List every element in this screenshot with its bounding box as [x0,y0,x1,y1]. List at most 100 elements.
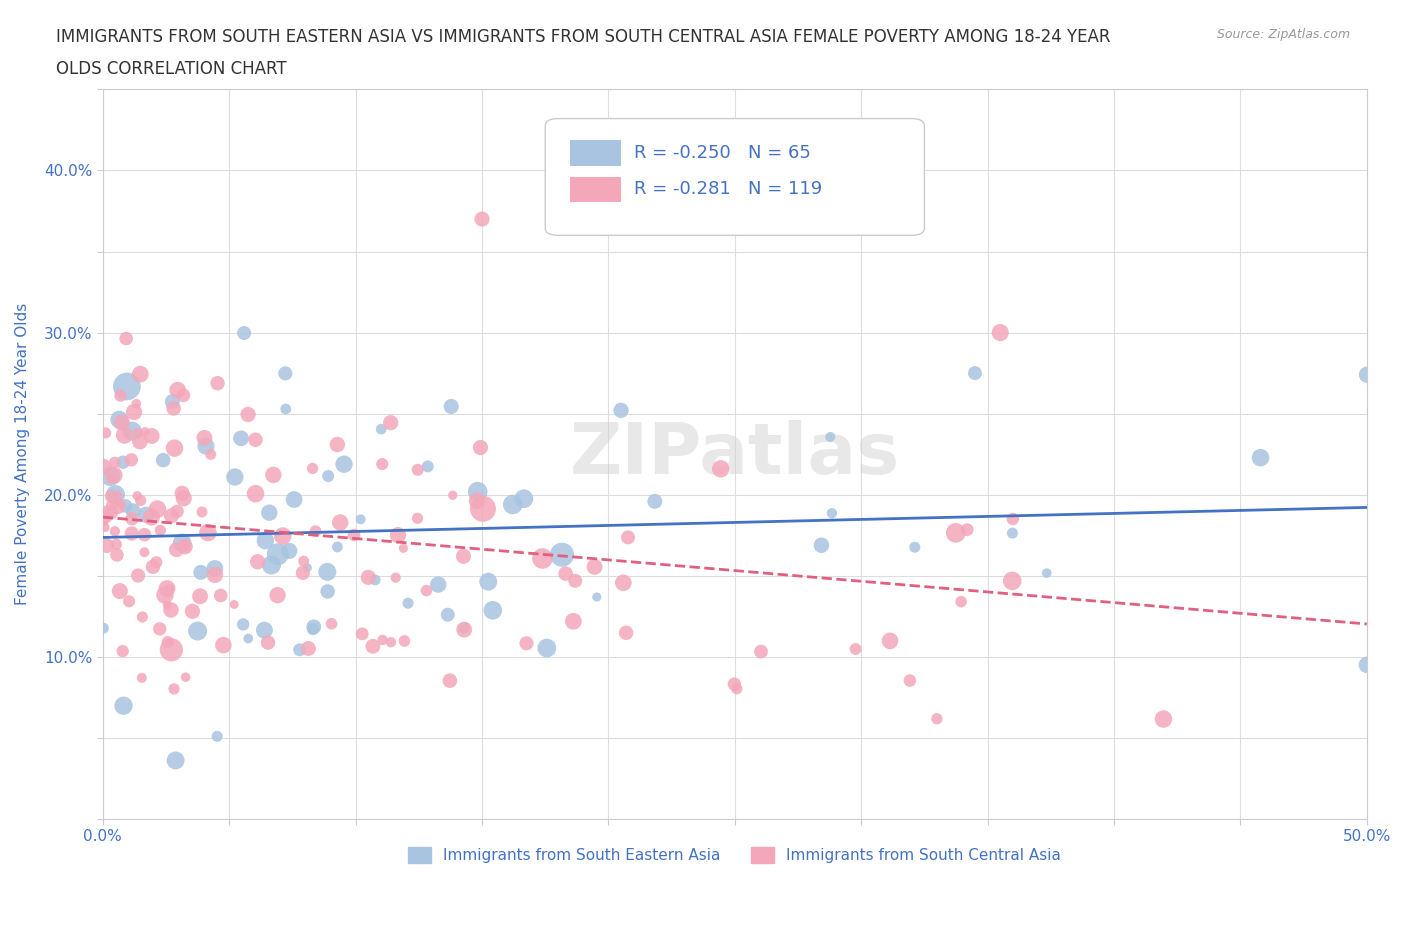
Point [470,440,492,455]
Point [233,326,256,340]
Point [105,537,128,551]
Point [172,388,194,403]
Point [163,441,186,456]
Point [297,641,319,656]
Point [145,555,167,570]
Point [380,416,402,431]
Point [879,633,901,648]
Point [146,501,169,516]
Point [100,472,122,486]
Point [531,551,554,566]
Point [108,584,131,599]
Point [115,379,138,394]
Point [950,594,973,609]
Point [134,527,156,542]
Point [259,505,281,520]
Point [291,565,314,580]
Point [1001,512,1024,526]
Point [121,424,143,439]
Y-axis label: Female Poverty Among 18-24 Year Olds: Female Poverty Among 18-24 Year Olds [15,303,30,605]
Point [166,504,188,519]
Point [845,642,868,657]
Point [166,542,188,557]
Point [207,376,229,391]
Text: R = -0.250   N = 65: R = -0.250 N = 65 [634,144,811,162]
Point [121,526,143,541]
Point [274,402,297,417]
Point [204,561,226,576]
Point [513,491,536,506]
Point [394,633,416,648]
Point [262,468,284,483]
Point [278,543,301,558]
Point [904,539,927,554]
Point [1250,450,1272,465]
Point [266,588,288,603]
Point [392,541,415,556]
Point [343,527,366,542]
Point [467,485,489,499]
Point [122,405,145,419]
Point [364,573,387,588]
Point [193,431,215,445]
Point [110,388,132,403]
Point [236,407,259,422]
Point [111,415,134,430]
Point [471,501,494,516]
Point [821,506,844,521]
Point [1355,658,1378,672]
Point [104,487,127,502]
Point [127,426,149,441]
Point [162,394,184,409]
Point [173,538,195,553]
Point [166,382,188,397]
Point [149,621,172,636]
Point [127,488,149,503]
Point [439,673,461,688]
Point [156,597,179,612]
Point [898,673,921,688]
Point [238,631,260,646]
Point [121,512,143,526]
Point [100,469,122,484]
Point [110,497,132,512]
Point [100,489,122,504]
Point [515,636,537,651]
Point [129,366,152,381]
Point [212,638,235,653]
Point [174,670,197,684]
Point [536,641,558,656]
Point [257,635,280,650]
Point [302,619,325,634]
Point [134,545,156,560]
Point [187,624,209,639]
Point [115,331,138,346]
Point [610,403,633,418]
Point [301,461,323,476]
Point [453,622,475,637]
Point [502,498,524,512]
Point [160,643,183,658]
Point [481,603,503,618]
Point [194,439,217,454]
Point [114,498,136,513]
Text: Source: ZipAtlas.com: Source: ZipAtlas.com [1216,28,1350,41]
Point [436,607,458,622]
Point [172,536,194,551]
Point [387,527,409,542]
Point [396,596,419,611]
Point [614,625,637,640]
Point [956,523,979,538]
Point [156,581,179,596]
Point [204,567,226,582]
Point [416,458,439,473]
Point [617,530,640,545]
Point [810,538,832,552]
Point [127,568,149,583]
Point [112,698,135,713]
Point [271,528,294,543]
Point [163,682,186,697]
Bar [571,140,621,166]
FancyBboxPatch shape [546,119,924,235]
Point [1001,525,1024,540]
